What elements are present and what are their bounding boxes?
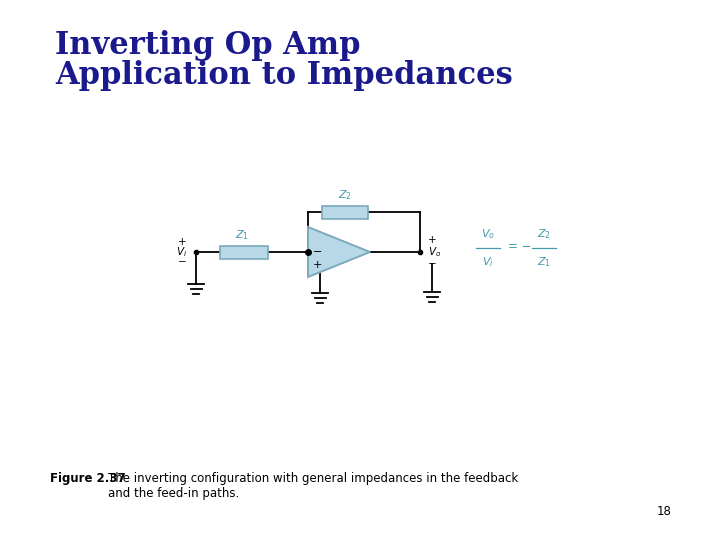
Text: $V_o$: $V_o$ (481, 227, 495, 241)
Text: +: + (313, 260, 323, 269)
Text: $Z_2$: $Z_2$ (537, 227, 551, 241)
Text: The inverting configuration with general impedances in the feedback
and the feed: The inverting configuration with general… (108, 472, 518, 500)
Text: $Z_1$: $Z_1$ (537, 255, 551, 269)
Text: $Z_1$: $Z_1$ (235, 228, 249, 241)
Text: +: + (178, 237, 186, 247)
Text: −: − (178, 257, 186, 267)
Text: Inverting Op Amp: Inverting Op Amp (55, 30, 361, 61)
Text: +: + (428, 235, 436, 245)
Polygon shape (308, 227, 370, 277)
Text: $V_o$: $V_o$ (428, 245, 441, 259)
Text: 18: 18 (657, 505, 672, 518)
Text: Application to Impedances: Application to Impedances (55, 60, 513, 91)
Text: $V_i$: $V_i$ (176, 245, 187, 259)
Text: −: − (428, 259, 437, 269)
Text: = −: = − (508, 240, 531, 253)
Text: $V_i$: $V_i$ (482, 255, 494, 269)
Text: $Z_2$: $Z_2$ (338, 188, 352, 201)
Text: Figure 2.37: Figure 2.37 (50, 472, 125, 485)
Bar (220, 246, 268, 259)
Text: −: − (313, 247, 323, 257)
Bar (322, 206, 368, 219)
